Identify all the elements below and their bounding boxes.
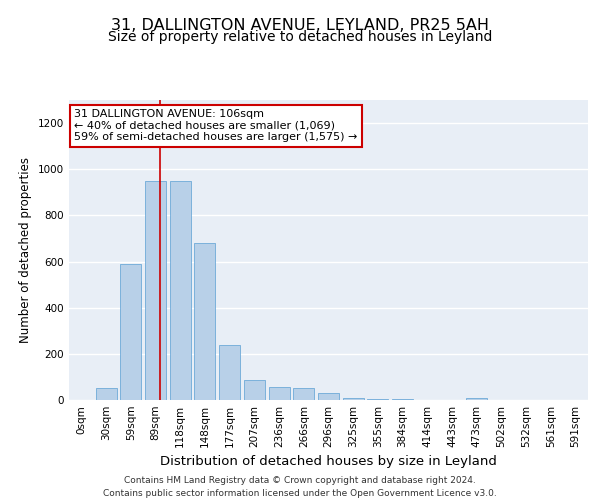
Bar xyxy=(293,388,314,400)
Bar xyxy=(318,393,339,400)
Text: Contains HM Land Registry data © Crown copyright and database right 2024.
Contai: Contains HM Land Registry data © Crown c… xyxy=(103,476,497,498)
Text: Size of property relative to detached houses in Leyland: Size of property relative to detached ho… xyxy=(108,30,492,44)
Bar xyxy=(170,181,191,400)
Bar xyxy=(392,399,413,400)
Bar xyxy=(219,344,240,400)
Text: 31, DALLINGTON AVENUE, LEYLAND, PR25 5AH: 31, DALLINGTON AVENUE, LEYLAND, PR25 5AH xyxy=(111,18,489,32)
Bar xyxy=(367,399,388,400)
Bar xyxy=(194,243,215,400)
Bar xyxy=(120,264,141,400)
Bar xyxy=(95,388,116,400)
Bar xyxy=(343,398,364,400)
Y-axis label: Number of detached properties: Number of detached properties xyxy=(19,157,32,343)
Bar xyxy=(466,398,487,400)
Bar xyxy=(145,181,166,400)
Text: 31 DALLINGTON AVENUE: 106sqm
← 40% of detached houses are smaller (1,069)
59% of: 31 DALLINGTON AVENUE: 106sqm ← 40% of de… xyxy=(74,109,358,142)
X-axis label: Distribution of detached houses by size in Leyland: Distribution of detached houses by size … xyxy=(160,456,497,468)
Bar xyxy=(244,380,265,400)
Bar xyxy=(269,388,290,400)
